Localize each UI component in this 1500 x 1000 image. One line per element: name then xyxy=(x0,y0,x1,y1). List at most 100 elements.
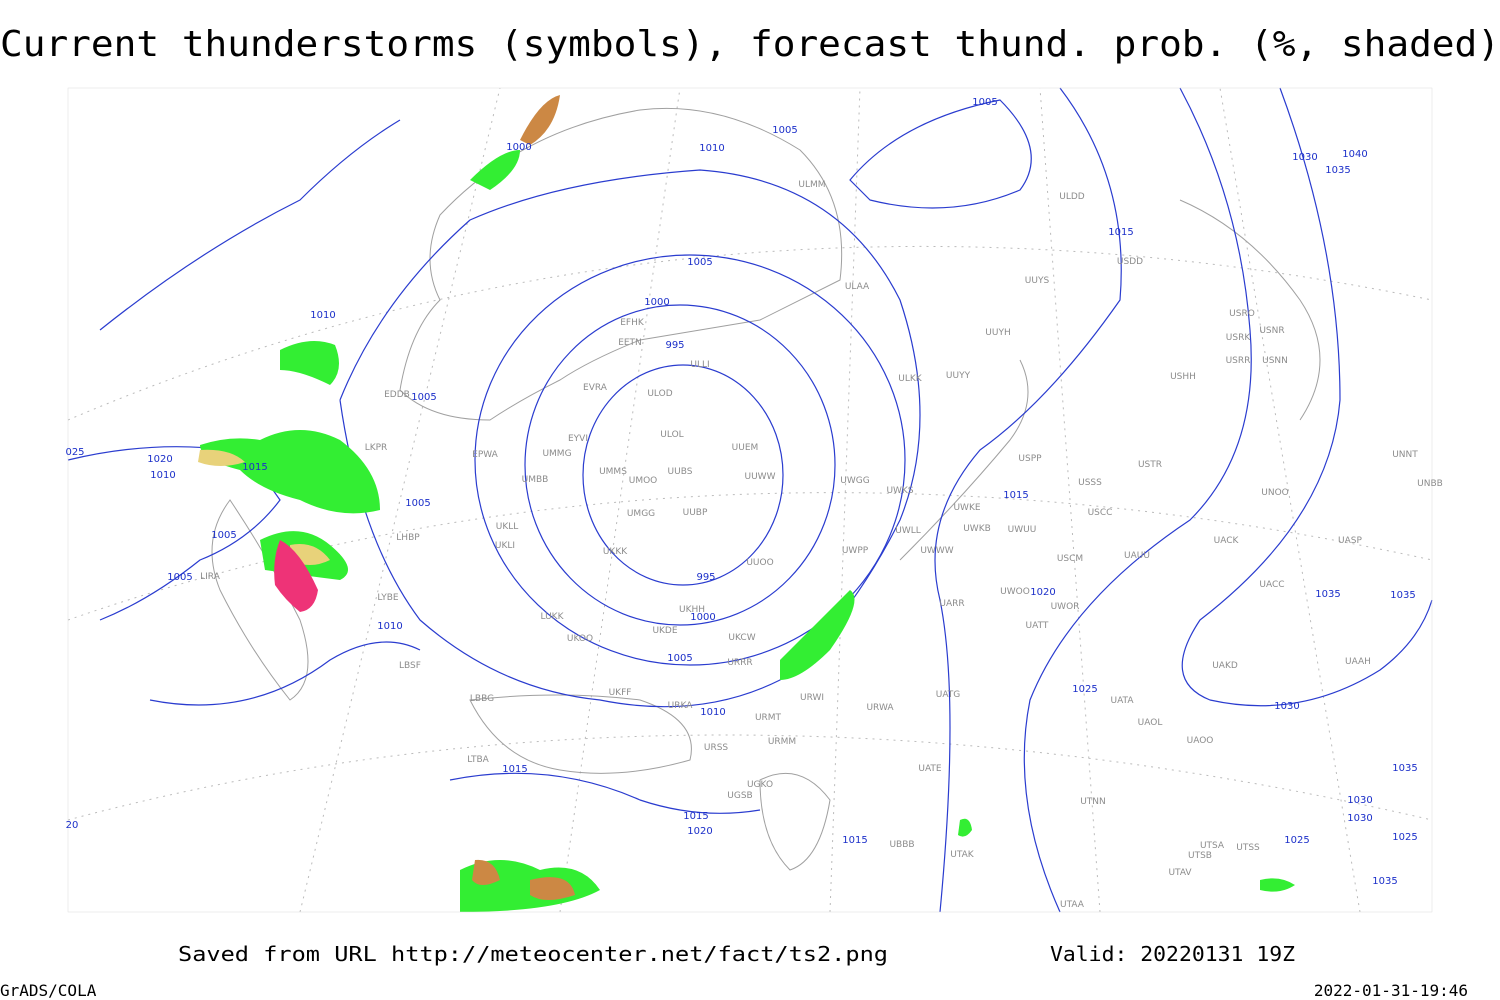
station-label: USNR xyxy=(1259,326,1284,336)
station-label: EYVI xyxy=(568,434,588,444)
station-label: USNN xyxy=(1262,356,1288,366)
station-label: UWPP xyxy=(842,546,869,556)
isobar-label: 1000 xyxy=(644,297,669,308)
station-label: UATA xyxy=(1110,696,1134,706)
station-label: UWKS xyxy=(886,486,913,496)
station-label: UUBS xyxy=(668,467,693,477)
station-label: USSS xyxy=(1078,478,1102,488)
station-label: UMGG xyxy=(627,509,655,519)
station-label: UWOR xyxy=(1051,602,1080,612)
station-label: UNBB xyxy=(1417,479,1443,489)
station-label: UMMG xyxy=(542,449,571,459)
station-label: UUWW xyxy=(745,472,776,482)
isobar-label: 1015 xyxy=(842,835,867,846)
station-label: UTAA xyxy=(1060,900,1085,910)
station-label: UKKK xyxy=(603,547,628,557)
station-label: ULKK xyxy=(898,374,923,384)
isobar-label: 1015 xyxy=(1108,227,1133,238)
station-label: UKLI xyxy=(495,541,515,551)
station-label: UUYY xyxy=(946,371,971,381)
station-label: EFHK xyxy=(620,318,645,328)
station-label: EPWA xyxy=(472,450,499,460)
station-label: UUOO xyxy=(746,558,773,568)
station-label: UARR xyxy=(939,599,964,609)
isobar-label: 1035 xyxy=(1372,876,1397,887)
isobar-label: 1005 xyxy=(211,530,236,541)
graticule xyxy=(67,87,1433,913)
isobar-label: 1040 xyxy=(1342,149,1367,160)
station-label: URMT xyxy=(755,713,782,723)
software: GrADS/COLA xyxy=(0,981,97,1000)
station-label: LTBA xyxy=(467,755,489,765)
station-label: UGSB xyxy=(727,791,752,801)
station-label: EVRA xyxy=(583,383,608,393)
station-label: EDDB xyxy=(384,390,410,400)
station-label: UATE xyxy=(918,764,942,774)
station-label: EETN xyxy=(618,338,642,348)
isobar-label: 1035 xyxy=(1315,589,1340,600)
station-label: ULOL xyxy=(660,430,683,440)
station-label: UAOO xyxy=(1187,736,1214,746)
isobar-label: 1010 xyxy=(700,707,725,718)
station-label: LKPR xyxy=(365,443,388,453)
isobar-label: 1005 xyxy=(772,125,797,136)
station-label: USRO xyxy=(1229,309,1255,319)
isobar-label: 1025 xyxy=(1072,684,1097,695)
station-label: LYBE xyxy=(377,593,398,603)
station-label: LHBP xyxy=(396,533,420,543)
isobar-label: 1025 xyxy=(1284,835,1309,846)
isobar-label: 1010 xyxy=(150,470,175,481)
isobar-label: 1035 xyxy=(1390,590,1415,601)
station-label: UTAK xyxy=(950,850,975,860)
station-label: UNOO xyxy=(1261,488,1289,498)
station-label: UWGG xyxy=(840,476,869,486)
station-label: ULDD xyxy=(1059,192,1085,202)
station-label: URKA xyxy=(668,701,694,711)
isobar-label: 1015 xyxy=(683,811,708,822)
station-label: ULLI xyxy=(690,360,709,370)
station-label: UKOO xyxy=(567,634,593,644)
isobar-label: 1005 xyxy=(687,257,712,268)
isobar-label: 1035 xyxy=(1392,763,1417,774)
station-label: UBBB xyxy=(889,840,914,850)
station-label: UKDE xyxy=(652,626,677,636)
station-label: UAKD xyxy=(1212,661,1238,671)
isobar-label: 995 xyxy=(696,572,715,583)
station-label: ULAA xyxy=(845,282,870,292)
station-label: UAAH xyxy=(1345,657,1371,667)
station-label: URSS xyxy=(704,743,729,753)
station-label: UUYH xyxy=(985,328,1010,338)
station-label: UAUU xyxy=(1124,551,1150,561)
station-label: UAOL xyxy=(1138,718,1163,728)
station-label: UWUU xyxy=(1008,525,1037,535)
isobar-label: 1005 xyxy=(667,653,692,664)
station-label: UKFF xyxy=(609,688,632,698)
station-label: ULMM xyxy=(798,180,825,190)
station-label: USRR xyxy=(1226,356,1251,366)
station-label: USCC xyxy=(1088,508,1113,518)
station-label: ULOD xyxy=(647,389,672,399)
source-url: Saved from URL http://meteocenter.net/fa… xyxy=(178,942,888,966)
station-label: LBBG xyxy=(470,694,494,704)
isobar-label: 1005 xyxy=(167,572,192,583)
isobar-label: 1005 xyxy=(972,97,997,108)
station-label: UASP xyxy=(1338,536,1362,546)
station-label: UUEM xyxy=(732,443,759,453)
station-label: LBSF xyxy=(399,661,421,671)
isobars xyxy=(67,87,1433,913)
station-label: UMOO xyxy=(629,476,658,486)
station-label: UACK xyxy=(1214,536,1240,546)
isobar-label: 1030 xyxy=(1347,813,1372,824)
isobar-label: 1010 xyxy=(699,143,724,154)
timestamp: 2022-01-31-19:46 xyxy=(1314,981,1468,1000)
isobar-label: 1005 xyxy=(411,392,436,403)
isobar-label: 1035 xyxy=(1325,165,1350,176)
isobar-label: 1005 xyxy=(405,498,430,509)
isobar-label: 1020 xyxy=(147,454,172,465)
station-label: UTSA xyxy=(1200,841,1225,851)
station-label: USCM xyxy=(1057,554,1083,564)
isobar-label: 1030 xyxy=(1347,795,1372,806)
isobar-label: 1000 xyxy=(690,612,715,623)
station-label: UUYS xyxy=(1025,276,1050,286)
